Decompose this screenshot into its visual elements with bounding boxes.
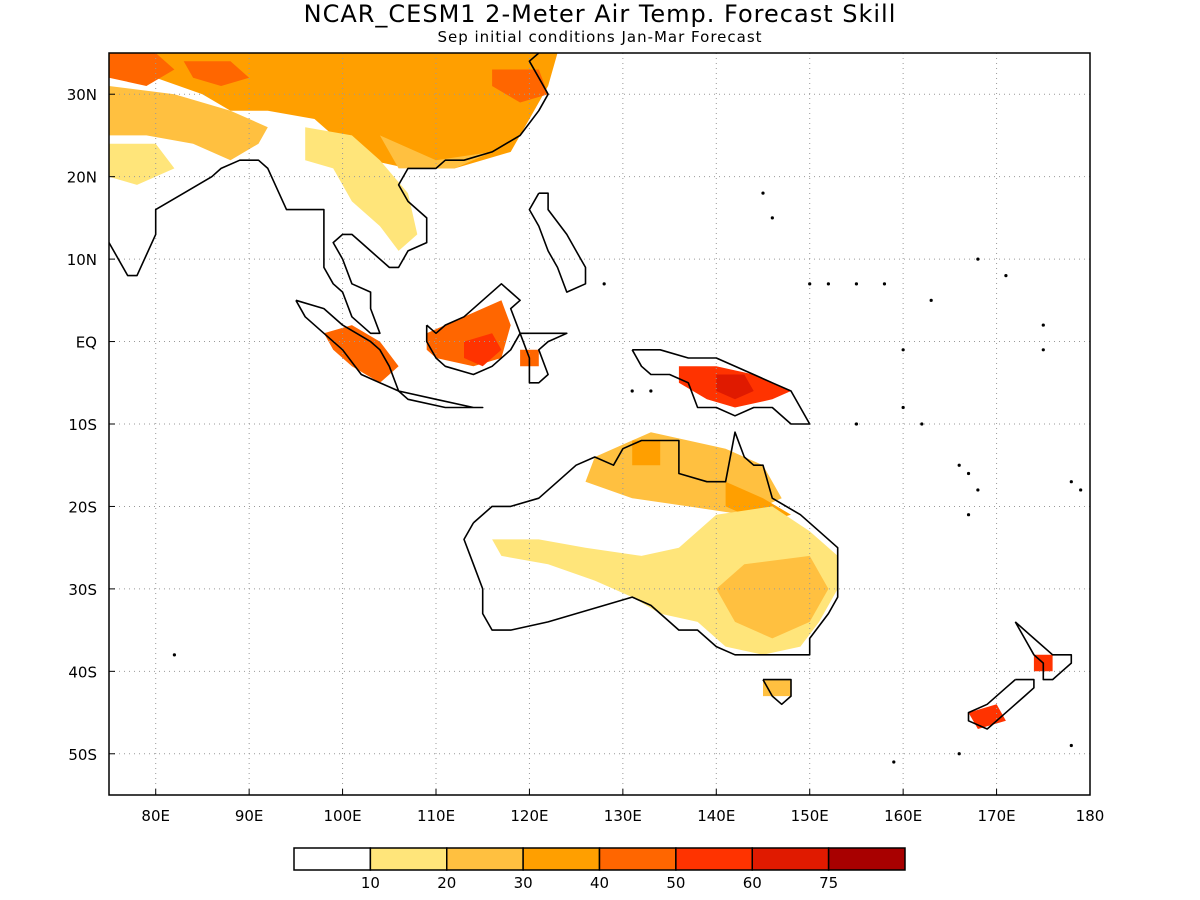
x-tick-label: 180: [1076, 807, 1105, 825]
island-dot: [976, 488, 980, 492]
island-dot: [966, 513, 971, 517]
island-dot: [1069, 480, 1073, 484]
island-dot: [957, 752, 961, 756]
x-tick-label: 130E: [604, 807, 642, 825]
colorbar-label: 60: [743, 874, 762, 892]
island-dot: [854, 282, 859, 286]
coastline: [519, 332, 568, 384]
island-dot: [957, 463, 961, 467]
colorbar-label: 40: [590, 874, 609, 892]
coastlines: [109, 53, 1083, 764]
gridlines: [109, 53, 1090, 795]
island-dot: [1069, 743, 1073, 748]
y-tick-label: 30S: [68, 581, 97, 599]
colorbar-swatch: [293, 847, 372, 871]
skill-region-new-guinea-core: [716, 374, 754, 400]
x-tick-label: 150E: [791, 807, 829, 825]
colorbar-label: 10: [361, 874, 380, 892]
island-dot: [1079, 488, 1083, 492]
island-dot: [901, 348, 905, 352]
coastline: [1014, 621, 1073, 681]
x-tick-label: 170E: [978, 807, 1016, 825]
skill-region-north-india: [109, 86, 268, 161]
island-dot: [630, 389, 634, 393]
island-dot: [882, 282, 887, 286]
island-dot: [770, 216, 774, 220]
coastline: [967, 678, 1035, 730]
skill-region-borneo-core: [464, 333, 502, 367]
colorbar-label: 75: [819, 874, 838, 892]
island-dot: [976, 257, 980, 261]
island-dot: [808, 282, 812, 286]
y-tick-label: 10S: [68, 416, 97, 434]
skill-region-india-west: [109, 143, 175, 185]
coastline: [463, 431, 839, 656]
colorbar-swatch: [446, 847, 524, 871]
y-tick-label: 40S: [68, 663, 97, 681]
colorbar-label: 20: [437, 874, 456, 892]
skill-region-nz-south: [968, 704, 1006, 729]
y-tick-label: 20N: [67, 169, 97, 187]
island-dot: [854, 422, 859, 426]
y-tick-label: 10N: [67, 251, 97, 269]
island-dot: [966, 471, 971, 476]
y-tick-label: 30N: [67, 86, 97, 104]
island-dot: [602, 282, 606, 286]
island-dot: [1004, 274, 1008, 278]
x-tick-label: 100E: [324, 807, 362, 825]
colorbar-swatch: [522, 847, 601, 871]
island-dot: [892, 760, 896, 764]
skill-region-sumatra: [323, 325, 399, 383]
coastline: [528, 192, 587, 293]
coastline: [762, 678, 792, 706]
colorbar-swatch: [675, 847, 753, 871]
x-tick-label: 120E: [510, 807, 548, 825]
coastline: [425, 282, 521, 376]
island-dot: [172, 653, 176, 657]
y-tick-label: 50S: [68, 746, 97, 764]
colorbar-label: 30: [514, 874, 533, 892]
chart-subtitle: Sep initial conditions Jan-Mar Forecast: [437, 28, 763, 46]
skill-region-indochina: [305, 127, 418, 251]
colorbar-swatch: [827, 847, 906, 871]
skill-region-cape-york: [632, 440, 661, 466]
x-axis: 80E 90E 100E 110E 120E 130E 140E 150E 160E 170E 18…: [141, 789, 1104, 825]
coastline: [398, 390, 484, 409]
island-dot: [826, 282, 831, 286]
y-tick-label: EQ: [76, 334, 97, 352]
colorbar-label: 50: [666, 874, 685, 892]
island-dot: [920, 422, 924, 426]
island-dot: [761, 191, 765, 195]
island-dot: [901, 405, 905, 410]
x-tick-label: 140E: [697, 807, 735, 825]
coastline: [631, 348, 811, 425]
colorbar: 10 20 30 40 50 60 75: [293, 847, 906, 892]
island-dot: [1041, 348, 1045, 352]
colorbar-swatch: [751, 847, 830, 871]
x-tick-label: 160E: [884, 807, 922, 825]
skill-region-north-china-hotspot: [183, 61, 250, 86]
x-tick-label: 110E: [417, 807, 455, 825]
skill-region-se-australia-inner: [716, 555, 829, 639]
x-tick-label: 80E: [141, 807, 170, 825]
y-tick-label: 20S: [68, 498, 97, 516]
skill-region-himalaya-hotspot: [109, 53, 175, 86]
skill-shading-layer: [109, 53, 1053, 729]
y-axis: 30N 20N 10N EQ 10S 20S 30S 40S 50S: [67, 86, 115, 764]
chart-title: NCAR_CESM1 2-Meter Air Temp. Forecast Sk…: [303, 0, 897, 28]
island-dot: [1041, 323, 1045, 327]
island-dot: [929, 298, 933, 302]
colorbar-swatch: [598, 847, 677, 871]
colorbar-swatch: [369, 847, 448, 871]
coastline: [109, 53, 549, 335]
island-dot: [649, 389, 653, 393]
x-tick-label: 90E: [235, 807, 264, 825]
